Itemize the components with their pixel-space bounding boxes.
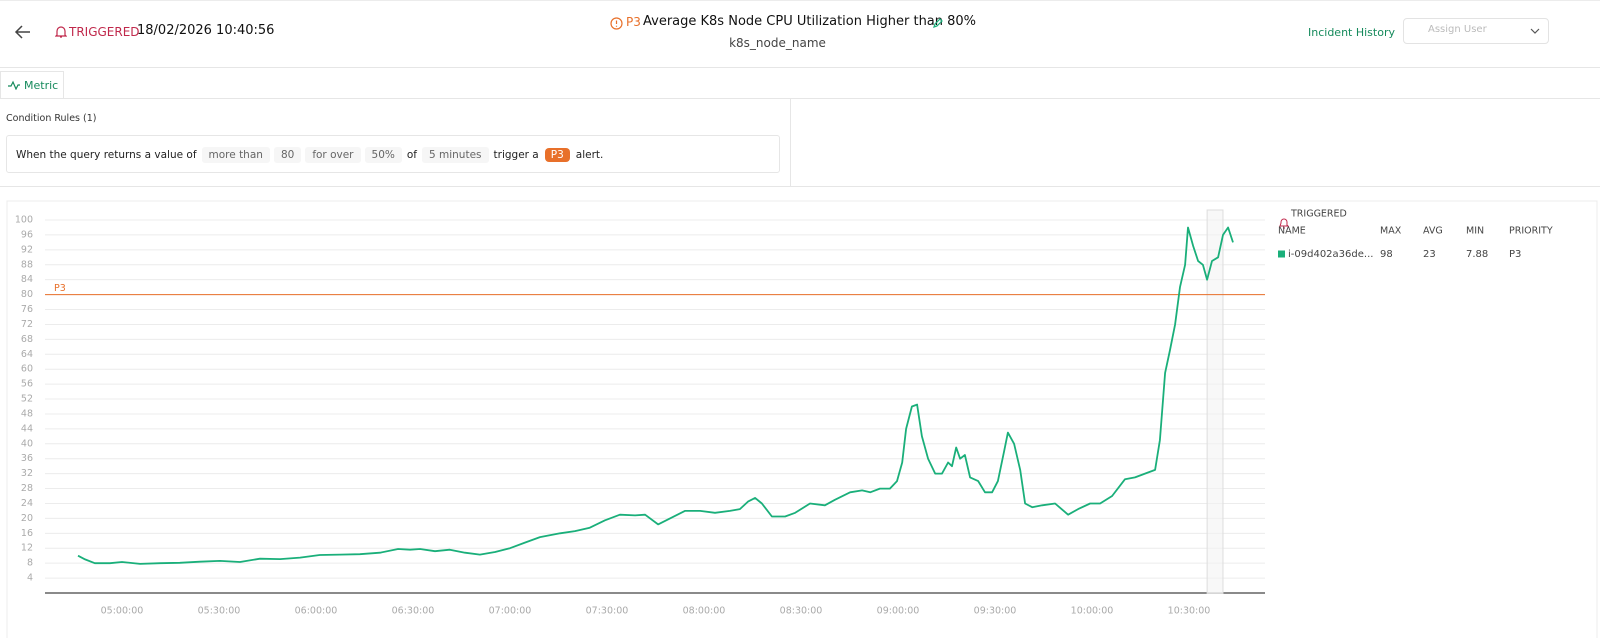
rule-part: of [406, 149, 417, 161]
header-divider [0, 67, 1600, 68]
priority-badge: P3 [544, 148, 570, 162]
alert-title: Average K8s Node CPU Utilization Higher … [643, 14, 977, 29]
rule-part: When the query returns a value of [16, 149, 197, 161]
x-tick-label: 05:00:00 [101, 606, 144, 617]
y-tick-label: 56 [21, 379, 33, 390]
edit-icon[interactable] [932, 17, 944, 29]
chart: 4812162024283236404448525660646872768084… [6, 200, 1598, 638]
x-tick-label: 05:30:00 [198, 606, 241, 617]
assign-user-select[interactable]: Assign User [1403, 18, 1549, 44]
back-arrow[interactable] [14, 24, 32, 40]
legend-stat: P3 [1509, 249, 1521, 260]
y-tick-label: 32 [21, 468, 33, 479]
y-tick-label: 40 [21, 438, 33, 449]
y-tick-label: 8 [27, 558, 33, 569]
legend-bell [1279, 218, 1290, 229]
condition-rule: When the query returns a value of more th… [6, 135, 780, 173]
condition-divider [0, 186, 1600, 187]
panel-divider [790, 98, 791, 186]
y-tick-label: 88 [21, 259, 33, 270]
y-tick-label: 24 [21, 498, 33, 509]
legend-swatch [1278, 250, 1285, 258]
y-tick-label: 92 [21, 244, 33, 255]
y-tick-label: 36 [21, 453, 33, 464]
legend-stat: 7.88 [1466, 249, 1488, 260]
legend-column: MAX [1380, 226, 1402, 237]
y-tick-label: 20 [21, 513, 33, 524]
y-tick-label: 80 [21, 289, 33, 300]
legend-stat: 23 [1423, 249, 1436, 260]
timestamp: 18/02/2026 10:40:56 [137, 23, 275, 38]
condition-heading: Condition Rules (1) [6, 113, 97, 124]
y-tick-label: 96 [21, 229, 33, 240]
y-tick-label: 64 [21, 349, 33, 360]
y-tick-label: 12 [21, 543, 33, 554]
legend-column: MIN [1466, 226, 1484, 237]
legend-name: i-09d402a36de... [1288, 249, 1373, 260]
y-tick-label: 84 [21, 274, 33, 285]
y-tick-label: 52 [21, 394, 33, 405]
x-tick-label: 06:30:00 [392, 606, 435, 617]
legend-title: TRIGGERED [1290, 209, 1347, 220]
threshold-label: P3 [54, 283, 66, 294]
assign-user-placeholder: Assign User [1428, 24, 1487, 35]
legend-column: AVG [1423, 226, 1443, 237]
bell-icon [55, 26, 67, 38]
y-tick-label: 44 [21, 423, 33, 434]
top-border [0, 0, 1600, 1]
alert-icon [610, 17, 623, 30]
incident-history-link[interactable]: Incident History [1308, 26, 1395, 39]
x-tick-label: 07:30:00 [586, 606, 629, 617]
x-tick-label: 07:00:00 [489, 606, 532, 617]
x-tick-label: 10:00:00 [1071, 606, 1114, 617]
y-tick-label: 68 [21, 334, 33, 345]
y-tick-label: 60 [21, 364, 33, 375]
rule-part: more than [201, 147, 270, 163]
x-tick-label: 09:00:00 [877, 606, 920, 617]
triggered-range [1206, 209, 1224, 594]
subtitle: k8s_node_name [729, 36, 826, 50]
y-tick-label: 48 [21, 408, 33, 419]
tab-divider [0, 98, 1600, 99]
rule-part: trigger a [493, 149, 539, 161]
x-tick-label: 08:30:00 [780, 606, 823, 617]
rule-text: When the query returns a value of more th… [13, 147, 606, 163]
rule-part: 80 [273, 147, 302, 163]
y-tick-label: 76 [21, 304, 33, 315]
x-tick-label: 10:30:00 [1168, 606, 1211, 617]
legend-column: NAME [1278, 226, 1306, 237]
x-tick-label: 06:00:00 [295, 606, 338, 617]
y-tick-label: 72 [21, 319, 33, 330]
chevron [1530, 28, 1540, 34]
legend-column: PRIORITY [1509, 226, 1553, 237]
x-tick-label: 09:30:00 [974, 606, 1017, 617]
tab[interactable]: Metric [0, 71, 64, 99]
y-tick-label: 100 [15, 215, 33, 226]
y-tick-label: 16 [21, 528, 33, 539]
rule-part: alert. [575, 149, 604, 161]
status: TRIGGERED [69, 25, 140, 39]
rule-part: for over [305, 147, 361, 163]
y-tick-label: 28 [21, 483, 33, 494]
chart-panel [6, 200, 1598, 638]
rule-part: 5 minutes [421, 147, 489, 163]
legend-stat: 98 [1380, 249, 1393, 260]
rule-part: 50% [364, 147, 402, 163]
series-line [77, 226, 1234, 565]
priority: P3 [626, 15, 641, 29]
tab-label: Metric [24, 79, 59, 92]
metric-icon [8, 80, 20, 90]
x-tick-label: 08:00:00 [683, 606, 726, 617]
y-tick-label: 4 [27, 573, 33, 584]
